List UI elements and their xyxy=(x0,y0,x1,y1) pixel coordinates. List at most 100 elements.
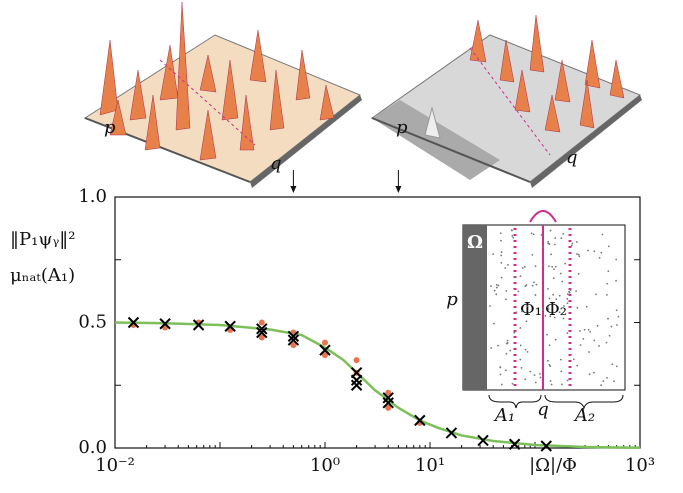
cross xyxy=(256,323,268,335)
cross xyxy=(127,316,140,329)
inset-dot xyxy=(505,289,508,292)
x-tick-label: 10⁰ xyxy=(310,455,340,476)
inset-dot xyxy=(519,327,522,329)
inset-dot xyxy=(564,262,567,265)
inset-dot xyxy=(505,298,507,301)
inset-dot xyxy=(534,294,537,296)
surface-p: p xyxy=(396,117,408,138)
inset-dot xyxy=(549,365,552,367)
inset-dot xyxy=(539,376,542,379)
inset-dot xyxy=(577,272,580,275)
inset-dot xyxy=(499,366,502,369)
inset-dot xyxy=(547,240,550,243)
inset-dot xyxy=(558,311,561,314)
inset-dot xyxy=(505,352,508,355)
inset-dot xyxy=(520,367,523,369)
inset-dot xyxy=(530,232,533,235)
inset-dot xyxy=(523,266,526,268)
inset-dot xyxy=(576,253,578,255)
inset-dot xyxy=(534,265,537,268)
inset-dot xyxy=(504,267,507,269)
inset-dot xyxy=(511,234,514,237)
inset-dot xyxy=(555,298,558,301)
x-tick-label: 10³ xyxy=(625,455,655,476)
inset-dot xyxy=(533,374,536,377)
inset-dot xyxy=(595,293,597,296)
inset-dot xyxy=(551,265,554,268)
inset-q: q xyxy=(537,399,549,420)
inset-dot xyxy=(506,342,509,344)
cross xyxy=(477,434,489,447)
inset-dot xyxy=(535,283,538,286)
inset-dot xyxy=(542,263,545,266)
inset-dot xyxy=(490,285,492,288)
inset-dot xyxy=(519,358,522,361)
inset-dot xyxy=(552,277,555,280)
inset: Ω p Φ₁ Φ₂ q A₁ A₂ xyxy=(446,210,626,426)
dot xyxy=(290,342,297,349)
y-tick-label: 1.0 xyxy=(78,186,107,207)
inset-dot xyxy=(593,250,596,253)
inset-dot xyxy=(566,302,569,305)
inset-dot xyxy=(525,320,528,323)
inset-dot xyxy=(549,315,552,318)
surface-q: q xyxy=(270,153,282,174)
cross xyxy=(192,319,205,331)
inset-dot xyxy=(606,282,609,285)
inset-omega-region xyxy=(463,225,487,390)
inset-dot xyxy=(575,290,578,292)
inset-dot xyxy=(550,253,552,256)
inset-p: p xyxy=(446,289,458,310)
inset-dot xyxy=(525,284,528,286)
inset-dot xyxy=(507,264,509,266)
inset-dot xyxy=(605,341,608,344)
inset-dot xyxy=(615,309,618,312)
inset-dot xyxy=(548,297,551,300)
cross xyxy=(350,379,363,391)
inset-dot xyxy=(542,246,545,248)
inset-dot xyxy=(607,245,610,248)
inset-dot xyxy=(598,345,600,347)
inset-dot xyxy=(521,267,524,269)
inset-dot xyxy=(519,344,522,347)
inset-dot xyxy=(547,242,550,245)
inset-dot xyxy=(495,293,498,296)
inset-dot xyxy=(544,314,547,317)
inset-dot xyxy=(608,334,611,337)
inset-dot xyxy=(560,370,563,373)
inset-dot xyxy=(521,310,523,313)
cross xyxy=(319,344,331,356)
inset-dot xyxy=(615,258,618,261)
inset-dot xyxy=(524,348,527,351)
inset-dot xyxy=(489,305,491,307)
inset-dot xyxy=(571,242,574,245)
inset-dot xyxy=(513,276,516,279)
inset-dot xyxy=(549,379,552,382)
y-axis-label: μₙₐₜ(A₁) xyxy=(10,265,75,286)
inset-dot xyxy=(562,317,565,320)
inset-dot xyxy=(583,328,586,331)
inset-dot xyxy=(497,344,499,347)
inset-dot xyxy=(572,358,575,361)
inset-dot xyxy=(553,243,556,246)
dot xyxy=(322,352,328,359)
inset-dot xyxy=(492,253,495,255)
surface-p: p xyxy=(104,117,116,138)
inset-dot xyxy=(526,350,529,353)
dot xyxy=(258,319,265,326)
inset-dot xyxy=(490,347,493,349)
inset-dot xyxy=(519,275,522,278)
inset-dot xyxy=(500,239,502,242)
inset-dot xyxy=(606,293,608,296)
inset-dot xyxy=(493,289,496,292)
inset-dot xyxy=(617,315,620,318)
cross xyxy=(287,334,300,346)
inset-dot xyxy=(515,311,518,314)
inset-dot xyxy=(548,344,551,347)
inset-dot xyxy=(615,365,618,368)
inset-dot xyxy=(566,297,569,300)
inset-dot xyxy=(613,380,615,383)
inset-dot xyxy=(610,325,613,328)
brace xyxy=(488,394,542,409)
inset-dot xyxy=(568,290,570,293)
